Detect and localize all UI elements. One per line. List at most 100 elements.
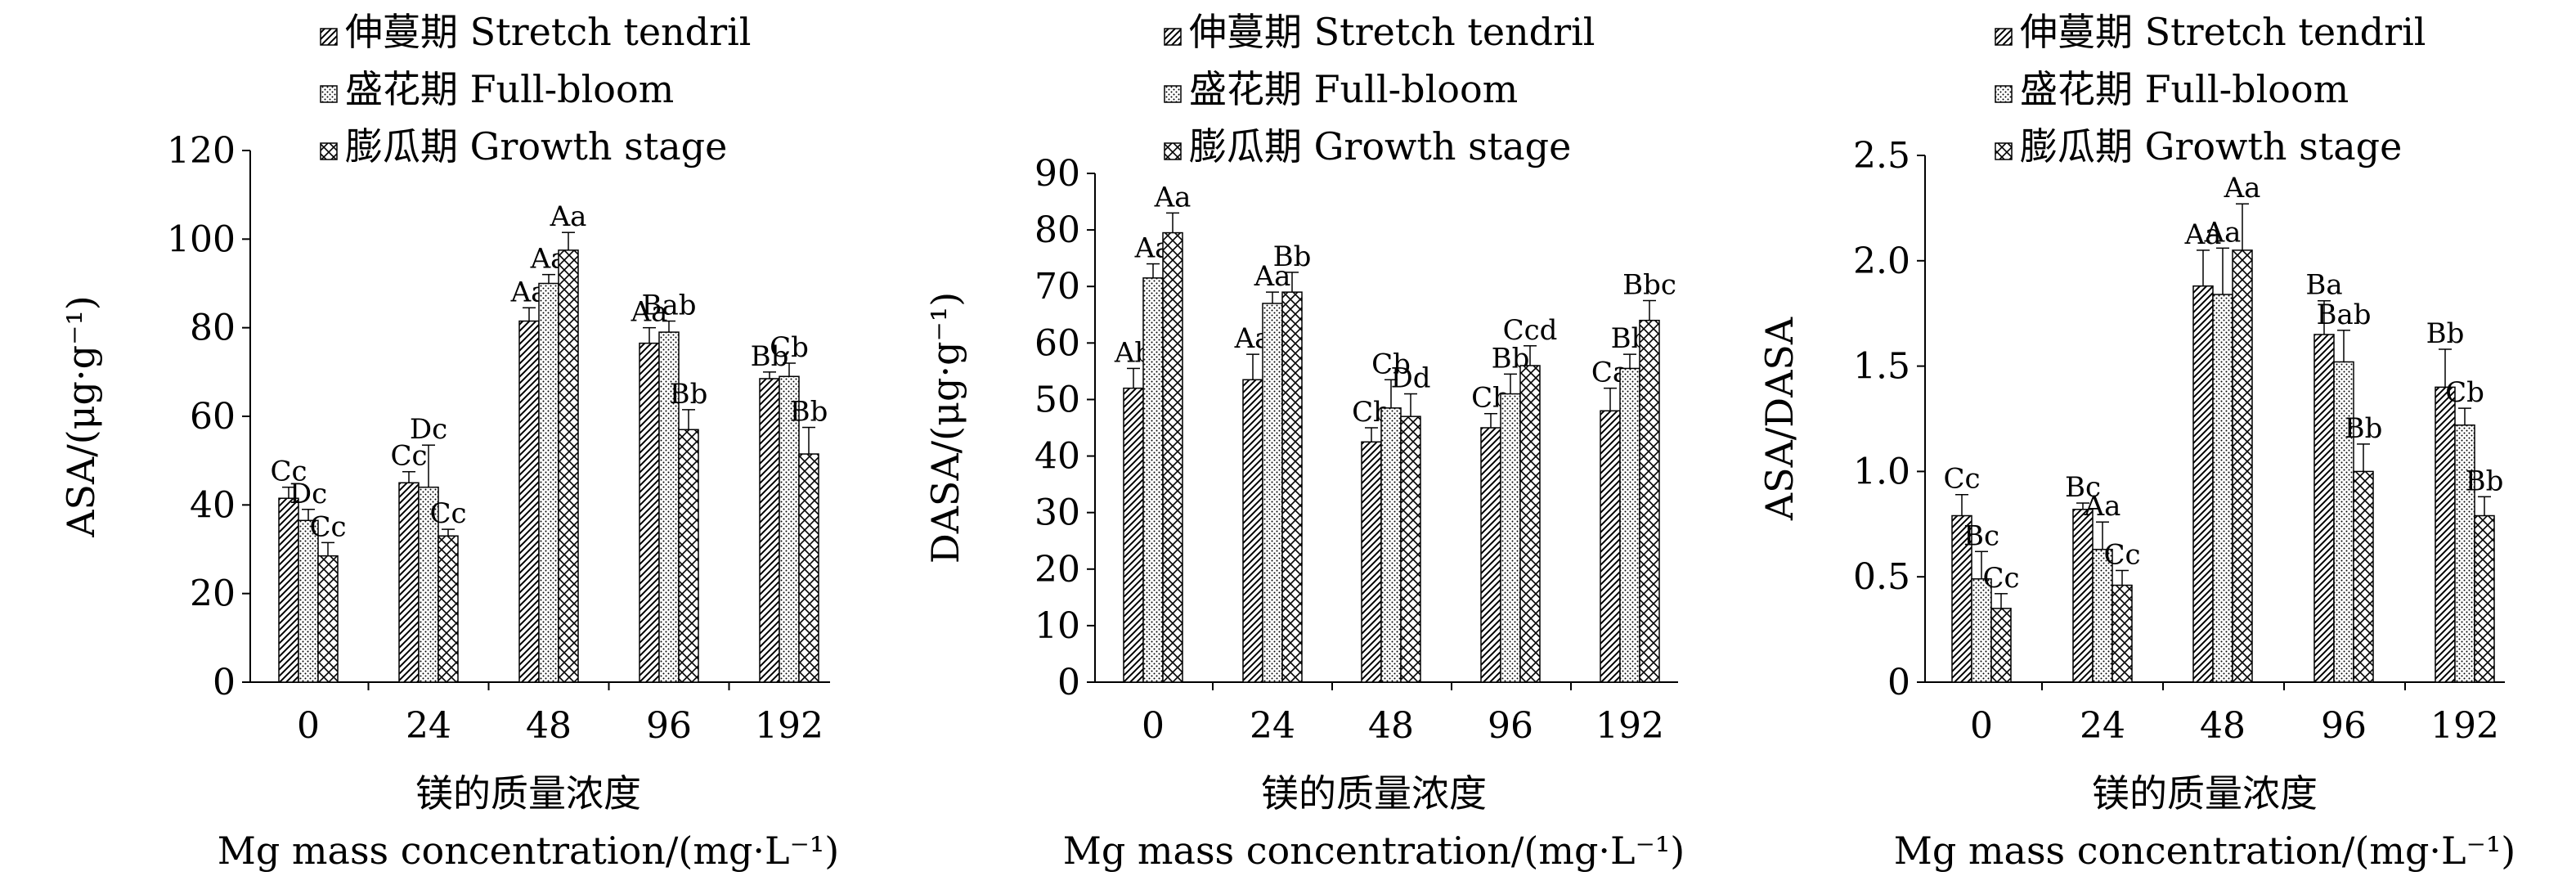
significance-label: Ccd	[1503, 314, 1558, 347]
y-tick-label: 60	[1034, 322, 1080, 364]
significance-label: Cc	[390, 440, 427, 473]
x-axis-label-en: Mg mass concentration/(mg·L⁻¹)	[1894, 829, 2516, 873]
significance-label: Cb	[2445, 376, 2484, 409]
y-tick-label: 80	[190, 308, 236, 349]
legend-label: 伸蔓期 Stretch tendril	[1189, 10, 1595, 54]
significance-label: Bb	[2426, 317, 2465, 350]
legend-label: 盛花期 Full-bloom	[1189, 67, 1518, 111]
legend-swatch-dots	[320, 85, 338, 103]
significance-label: Bb	[670, 378, 708, 411]
y-tick-label: 40	[190, 484, 236, 526]
x-tick-label: 48	[1368, 705, 1414, 747]
bar-series-3-cat-96	[2353, 470, 2374, 683]
significance-label: Cc	[1943, 463, 1980, 496]
x-tick-label: 24	[1250, 705, 1295, 747]
significance-label: Cc	[309, 510, 346, 543]
significance-label: Aa	[2084, 490, 2121, 523]
significance-label: Aa	[2224, 172, 2261, 204]
bar-series-1-cat-0	[278, 497, 299, 683]
y-tick-label: 90	[1034, 153, 1080, 195]
bar-series-1-cat-96	[639, 342, 660, 683]
bar-series-2-cat-24	[418, 486, 439, 683]
significance-label: Bb	[1273, 240, 1312, 273]
bar-series-1-cat-24	[398, 482, 420, 683]
bar-series-3-cat-0	[317, 555, 339, 683]
x-axis-label-en: Mg mass concentration/(mg·L⁻¹)	[218, 829, 840, 873]
y-tick-label: 0	[1887, 662, 1910, 703]
significance-label: Cb	[770, 331, 809, 364]
y-tick-label: 80	[1034, 209, 1080, 251]
bar-series-2-cat-0	[1142, 277, 1164, 683]
significance-label: Cc	[429, 497, 466, 530]
y-tick-label: 20	[1034, 549, 1080, 591]
significance-label: Cc	[270, 456, 307, 488]
legend-swatch-diag	[1995, 28, 2013, 46]
y-tick-label: 0.5	[1853, 556, 1910, 598]
bar-series-3-cat-48	[2232, 249, 2253, 683]
x-tick-label: 0	[1142, 705, 1165, 747]
significance-label: Aa	[631, 296, 668, 329]
significance-label: Aa	[1154, 181, 1192, 213]
legend-swatch-cross	[320, 142, 338, 160]
bar-series-2-cat-24	[1262, 303, 1283, 683]
bar-series-2-cat-48	[538, 282, 559, 683]
x-tick-label: 0	[1970, 705, 1993, 747]
x-axis-label-cn: 镁的质量浓度	[1261, 771, 1487, 815]
x-tick-label: 0	[297, 705, 320, 747]
significance-label: Bbc	[1622, 269, 1676, 302]
bar-series-1-cat-192	[1600, 410, 1621, 683]
legend-label: 膨瓜期 Growth stage	[2020, 124, 2402, 168]
bar-series-2-cat-192	[2454, 424, 2475, 683]
bar-series-3-cat-24	[1281, 291, 1303, 683]
significance-label: Bb	[751, 340, 789, 373]
bar-series-2-cat-48	[2212, 294, 2233, 683]
significance-label: Bb	[2345, 412, 2383, 445]
bar-series-1-cat-48	[2192, 285, 2214, 683]
x-tick-label: 48	[526, 705, 572, 747]
x-tick-label: 192	[2430, 705, 2499, 747]
legend-swatch-diag	[1164, 28, 1182, 46]
y-axis-label: DASA/(μg·g⁻¹)	[923, 292, 967, 564]
legend-swatch-dots	[1995, 85, 2013, 103]
bar-series-2-cat-96	[658, 331, 680, 683]
x-tick-label: 24	[2080, 705, 2125, 747]
y-tick-label: 20	[190, 573, 236, 615]
y-tick-label: 60	[190, 396, 236, 438]
bar-series-3-cat-24	[438, 535, 459, 683]
y-axis-label: ASA/(μg·g⁻¹)	[59, 295, 103, 537]
bar-series-1-cat-96	[2313, 334, 2335, 683]
bar-series-1-cat-192	[2435, 386, 2456, 683]
bar-series-3-cat-96	[678, 429, 699, 683]
y-axis-label: ASA/DASA	[1757, 317, 1802, 521]
y-tick-label: 2.5	[1853, 135, 1910, 177]
legend: 伸蔓期 Stretch tendril 盛花期 Full-bloom 膨瓜期 Gro…	[1995, 10, 2426, 168]
legend-label: 伸蔓期 Stretch tendril	[345, 10, 752, 54]
y-tick-label: 1.5	[1853, 346, 1910, 388]
bar-series-3-cat-192	[2474, 514, 2495, 683]
bar-series-1-cat-24	[1242, 379, 1263, 683]
y-tick-label: 2.0	[1853, 240, 1910, 282]
bar-series-2-cat-96	[2333, 361, 2354, 683]
significance-label: Dc	[410, 413, 447, 446]
x-tick-label: 24	[406, 705, 451, 747]
significance-label: Cb	[1371, 348, 1411, 380]
y-tick-label: 70	[1034, 266, 1080, 308]
legend-label: 盛花期 Full-bloom	[2020, 67, 2349, 111]
significance-label: Cc	[1982, 562, 2019, 595]
significance-label: Aa	[2184, 218, 2222, 251]
chart-panel-1: 伸蔓期 Stretch tendril 盛花期 Full-bloom 膨瓜期 Gro…	[59, 10, 839, 873]
x-tick-label: 96	[2321, 705, 2367, 747]
bar-series-1-cat-192	[759, 378, 780, 683]
x-axis-label-en: Mg mass concentration/(mg·L⁻¹)	[1063, 829, 1685, 873]
legend-swatch-cross	[1995, 142, 2013, 160]
significance-label: Bab	[2316, 299, 2371, 331]
bar-series-3-cat-96	[1519, 365, 1541, 683]
bar-series-3-cat-24	[2112, 584, 2133, 683]
bar-series-2-cat-0	[298, 519, 319, 683]
significance-label: Bab	[641, 290, 696, 322]
y-tick-label: 40	[1034, 436, 1080, 478]
bar-series-1-cat-48	[1361, 441, 1382, 683]
y-tick-label: 0	[1057, 662, 1080, 703]
x-tick-label: 96	[1488, 705, 1533, 747]
